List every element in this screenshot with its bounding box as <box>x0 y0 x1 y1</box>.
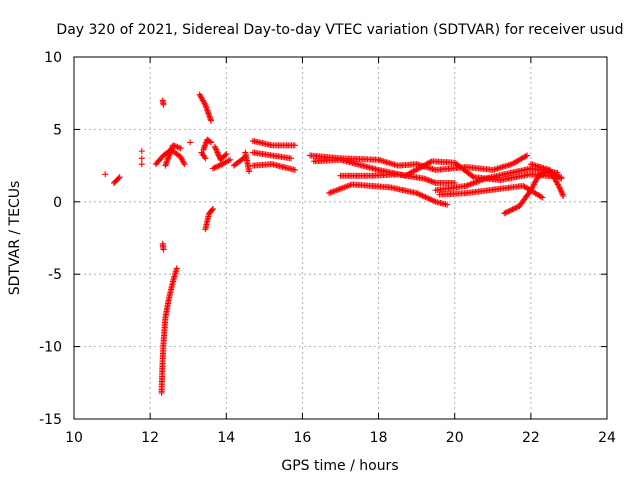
data-point-marker <box>116 174 123 181</box>
data-point-marker <box>505 208 512 215</box>
data-point-marker <box>291 166 298 173</box>
data-point-marker <box>215 151 222 158</box>
data-point-marker <box>223 151 230 158</box>
data-point-marker <box>209 165 216 172</box>
data-point-marker <box>513 204 520 211</box>
x-axis-label: GPS time / hours <box>281 458 398 474</box>
x-tick-label: 10 <box>65 430 83 446</box>
data-point-marker <box>556 184 563 191</box>
data-point-marker <box>560 193 567 200</box>
data-point-marker <box>558 190 565 197</box>
data-point-marker <box>206 138 213 145</box>
data-point-marker <box>222 152 229 159</box>
data-point-marker <box>288 155 295 162</box>
data-point-marker <box>177 145 184 152</box>
x-tick-label: 16 <box>294 430 312 446</box>
data-point-marker <box>201 153 208 160</box>
data-point-marker <box>138 148 145 155</box>
data-point-marker <box>115 175 122 182</box>
data-point-marker <box>558 175 565 182</box>
y-tick-labels: -15 -10 -5 0 5 10 <box>39 50 62 428</box>
data-point-marker <box>216 162 223 169</box>
data-point-marker <box>212 145 219 152</box>
x-tick-label: 22 <box>522 430 540 446</box>
data-point-marker <box>138 155 145 162</box>
axis-ticks <box>73 56 608 420</box>
x-tick-label: 20 <box>446 430 464 446</box>
data-point-marker <box>180 159 187 166</box>
y-tick-label: -5 <box>48 267 62 283</box>
data-point-marker <box>557 187 564 194</box>
data-point-marker <box>469 173 476 180</box>
data-point-marker <box>427 159 434 166</box>
data-point-marker <box>555 182 562 189</box>
data-point-marker <box>556 174 563 181</box>
chart-title: Day 320 of 2021, Sidereal Day-to-day VTE… <box>56 22 623 38</box>
data-point-marker <box>506 207 513 214</box>
data-point-marker <box>215 163 222 170</box>
data-point-marker <box>537 193 544 200</box>
data-point-marker <box>503 209 510 216</box>
data-point-marker <box>291 142 298 149</box>
data-point-marker <box>138 161 145 168</box>
y-tick-label: -10 <box>39 340 62 356</box>
data-point-marker <box>501 210 508 217</box>
data-point-marker <box>208 139 215 146</box>
data-point-marker <box>187 139 194 146</box>
plot-frame <box>73 56 608 420</box>
data-point-marker <box>558 188 565 195</box>
data-point-marker <box>160 101 167 108</box>
y-tick-label: 10 <box>44 50 62 66</box>
data-point-marker <box>215 152 222 159</box>
data-point-marker <box>557 185 564 192</box>
y-axis-label: SDTVAR / TECUs <box>7 181 23 296</box>
data-point-marker <box>208 117 215 124</box>
data-point-marker <box>211 143 218 150</box>
data-point-marker <box>522 153 529 160</box>
x-tick-label: 12 <box>141 430 159 446</box>
data-point-marker <box>201 100 208 107</box>
x-tick-label: 14 <box>217 430 235 446</box>
data-point-marker <box>502 209 509 216</box>
data-point-marker <box>509 206 516 213</box>
y-tick-label: -15 <box>39 412 62 428</box>
data-point-marker <box>559 191 566 198</box>
y-tick-label: 0 <box>53 195 62 211</box>
data-point-marker <box>227 156 234 163</box>
data-point-marker <box>524 152 531 159</box>
data-point-marker <box>214 149 221 156</box>
grid-lines <box>74 57 607 419</box>
data-point-marker <box>246 168 253 175</box>
x-tick-label: 18 <box>370 430 388 446</box>
data-point-marker <box>539 194 546 201</box>
x-tick-labels: 10 12 14 16 18 20 22 24 <box>65 430 616 446</box>
data-point-marker <box>508 207 515 214</box>
data-point-marker <box>444 201 451 208</box>
data-point-marker <box>211 164 218 171</box>
data-point-marker <box>213 146 220 153</box>
data-point-marker <box>209 207 216 214</box>
y-tick-label: 5 <box>53 122 62 138</box>
data-point-marker <box>510 205 517 212</box>
data-point-marker <box>212 164 219 171</box>
data-point-marker <box>512 205 519 212</box>
data-point-marker <box>102 171 109 178</box>
data-points <box>102 91 567 396</box>
data-point-marker <box>173 265 180 272</box>
data-point-marker <box>209 206 216 213</box>
data-point-marker <box>213 148 220 155</box>
data-point-marker <box>214 163 221 170</box>
data-point-marker <box>160 246 167 253</box>
data-point-marker <box>181 161 188 168</box>
data-point-marker <box>202 155 209 162</box>
x-tick-label: 24 <box>598 430 616 446</box>
